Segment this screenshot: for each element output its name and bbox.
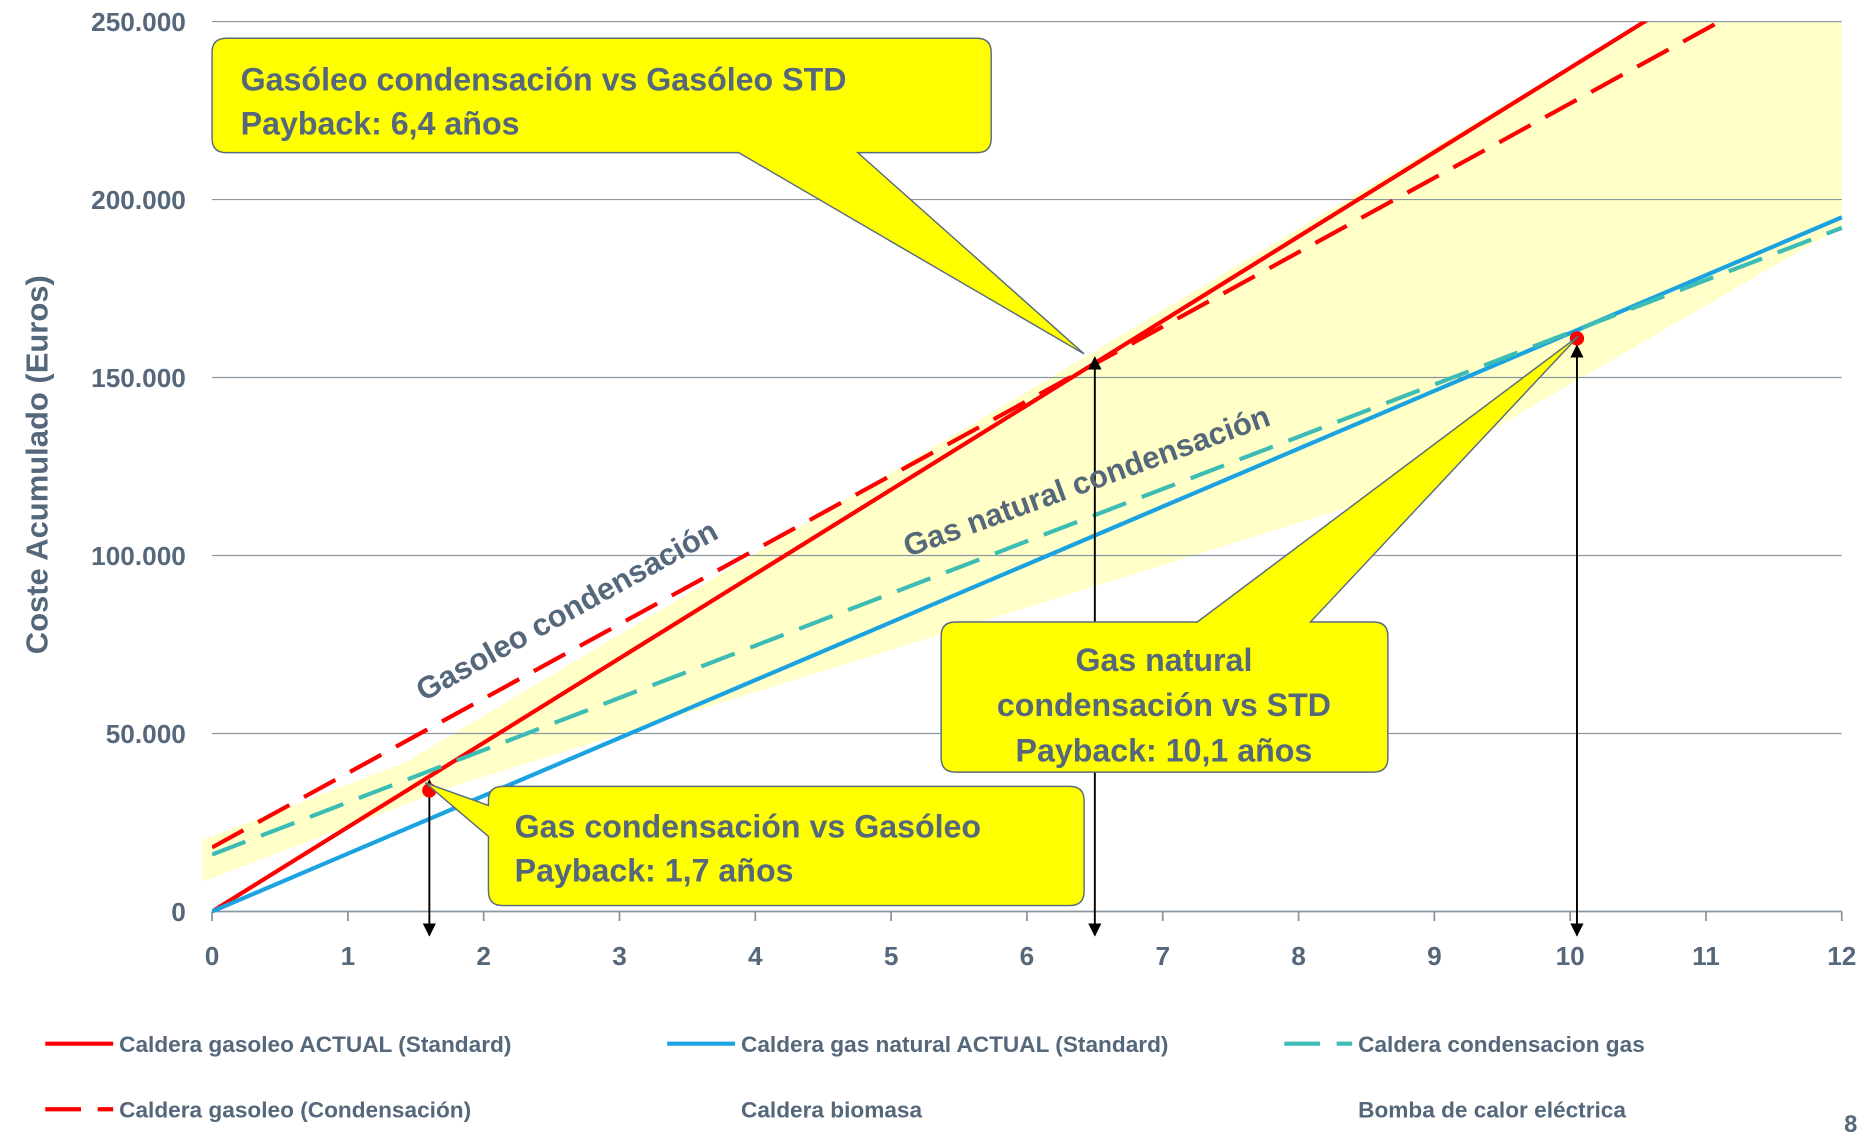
legend-label: Bomba de calor eléctrica (1358, 1098, 1626, 1123)
callout-text: Gas natural (1075, 642, 1252, 678)
legend-label: Caldera gas natural ACTUAL (Standard) (741, 1032, 1168, 1057)
legend: Caldera gasoleo ACTUAL (Standard) Caldera… (45, 1032, 1645, 1123)
y-tick-label: 100.000 (91, 541, 186, 571)
y-tick-label: 250.000 (91, 7, 186, 37)
x-tick-label: 3 (612, 941, 627, 971)
x-tick-label: 6 (1020, 941, 1035, 971)
callout: Gas condensación vs Gasóleo Payback: 1,7… (424, 782, 1085, 907)
x-tick-label: 0 (205, 941, 220, 971)
page-number: 8 (1844, 1111, 1857, 1132)
series-line (212, 21, 1724, 850)
x-tick-label: 5 (884, 941, 899, 971)
series-line (212, 215, 1843, 914)
y-tick-label: 200.000 (91, 185, 186, 215)
shaded-area (202, 21, 1842, 882)
x-tick-label: 11 (1692, 941, 1720, 971)
x-tick-label: 12 (1827, 941, 1856, 971)
x-tick-label: 8 (1291, 941, 1306, 971)
x-tick-label: 1 (341, 941, 356, 971)
callout-text: Gas condensación vs Gasóleo (515, 809, 981, 845)
legend-label: Caldera gasoleo (Condensación) (119, 1098, 471, 1123)
y-tick-label: 0 (171, 897, 186, 927)
legend-label: Caldera biomasa (741, 1098, 922, 1123)
y-axis-label: Coste Acumulado (Euros) (20, 275, 55, 654)
x-tick-label: 2 (476, 941, 491, 971)
y-tick-label: 50.000 (106, 719, 186, 749)
callout-text: Payback: 1,7 años (515, 853, 794, 889)
callout-text: condensación vs STD (997, 687, 1331, 723)
callout-text: Gasóleo condensación vs Gasóleo STD (241, 62, 847, 98)
series-line (212, 21, 1649, 914)
legend-label: Caldera gasoleo ACTUAL (Standard) (119, 1032, 511, 1057)
callout: Gasóleo condensación vs Gasóleo STD Payb… (211, 37, 1085, 355)
plot-lines (212, 21, 1843, 914)
callout: Gas natural condensación vs STD Payback:… (940, 335, 1580, 773)
series-line (212, 225, 1843, 857)
y-tick-label: 150.000 (91, 363, 186, 393)
callout-text: Payback: 10,1 años (1016, 732, 1313, 768)
legend-label: Caldera condensacion gas (1358, 1032, 1645, 1057)
x-tick-label: 4 (748, 941, 763, 971)
callout-text: Payback: 6,4 años (241, 106, 520, 142)
x-tick-label: 7 (1155, 941, 1170, 971)
x-tick-label: 9 (1427, 941, 1442, 971)
x-tick-label: 10 (1556, 941, 1585, 971)
